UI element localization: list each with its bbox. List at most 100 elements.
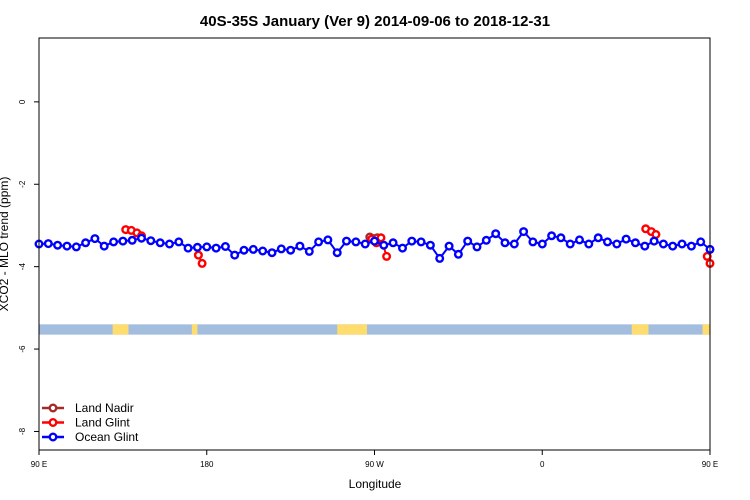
legend-item: Ocean Glint bbox=[42, 430, 139, 444]
y-axis-label: XCO2 - MLO trend (ppm) bbox=[0, 177, 11, 312]
ocean-glint-group bbox=[34, 227, 715, 263]
ocean-glint-point bbox=[99, 241, 109, 251]
ocean-glint-point bbox=[342, 236, 352, 246]
ocean-glint-point bbox=[444, 241, 454, 251]
land-glint-group bbox=[193, 250, 207, 268]
ocean-glint-point bbox=[360, 239, 370, 249]
legend-label: Land Glint bbox=[75, 416, 130, 430]
ocean-glint-point bbox=[90, 234, 100, 244]
ocean-glint-point bbox=[202, 242, 212, 252]
ocean-glint-point bbox=[575, 235, 585, 245]
ocean-glint-point bbox=[416, 237, 426, 247]
ocean-glint-point bbox=[53, 240, 63, 250]
series-layer bbox=[34, 224, 715, 268]
ocean-glint-point bbox=[174, 237, 184, 247]
ocean-glint-point bbox=[472, 242, 482, 252]
y-tick-label: -2 bbox=[18, 180, 27, 188]
ocean-glint-point bbox=[565, 239, 575, 249]
ocean-glint-point bbox=[519, 227, 529, 237]
ocean-glint-point bbox=[109, 237, 119, 247]
ocean-glint-point bbox=[211, 243, 221, 253]
ocean-glint-point bbox=[379, 240, 389, 250]
ocean-glint-point bbox=[696, 237, 706, 247]
ocean-glint-point bbox=[164, 239, 174, 249]
ocean-glint-point bbox=[155, 238, 165, 248]
x-tick-label: 180 bbox=[200, 460, 214, 469]
ocean-glint-point bbox=[668, 241, 678, 251]
land-glint-point bbox=[197, 258, 207, 268]
ocean-glint-point bbox=[239, 245, 249, 255]
ocean-glint-point bbox=[146, 236, 156, 246]
legend-item: Land Nadir bbox=[42, 401, 134, 415]
ocean-glint-point bbox=[398, 243, 408, 253]
ocean-glint-point bbox=[267, 248, 277, 258]
legend-marker bbox=[48, 418, 58, 428]
land-span bbox=[631, 324, 649, 335]
ocean-glint-point bbox=[304, 246, 314, 256]
y-tick-label: -4 bbox=[18, 263, 27, 271]
ocean-glint-point bbox=[584, 239, 594, 249]
ocean-glint-point bbox=[528, 237, 538, 247]
ocean-glint-point bbox=[323, 235, 333, 245]
ocean-glint-point bbox=[556, 233, 566, 243]
ocean-glint-point bbox=[686, 241, 696, 251]
ocean-glint-point bbox=[258, 246, 268, 256]
land-glint-point bbox=[382, 251, 392, 261]
ocean-glint-point bbox=[81, 238, 91, 248]
ocean-glint-point bbox=[425, 240, 435, 250]
ocean-glint-point bbox=[537, 239, 547, 249]
ocean-glint-point bbox=[677, 239, 687, 249]
ocean-glint-point bbox=[71, 242, 81, 252]
ocean-glint-point bbox=[192, 242, 202, 252]
legend-label: Ocean Glint bbox=[75, 430, 139, 444]
legend-marker bbox=[48, 432, 58, 442]
land-span bbox=[702, 324, 710, 335]
ocean-glint-point bbox=[621, 234, 631, 244]
ocean-glint-point bbox=[453, 249, 463, 259]
land-span bbox=[337, 324, 368, 335]
x-tick-label: 90 E bbox=[31, 460, 47, 469]
x-tick-label: 90 W bbox=[365, 460, 384, 469]
ocean-band bbox=[39, 324, 710, 335]
y-tick-label: -6 bbox=[18, 345, 27, 353]
ocean-glint-point bbox=[500, 238, 510, 248]
land-band bbox=[39, 324, 710, 335]
ocean-glint-point bbox=[481, 235, 491, 245]
ocean-glint-point bbox=[248, 244, 258, 254]
ocean-glint-point bbox=[593, 233, 603, 243]
ocean-glint-point bbox=[136, 233, 146, 243]
ocean-glint-point bbox=[127, 235, 137, 245]
ocean-glint-point bbox=[118, 236, 128, 246]
ocean-glint-point bbox=[612, 239, 622, 249]
ocean-glint-point bbox=[509, 239, 519, 249]
ocean-glint-point bbox=[388, 238, 398, 248]
ocean-glint-point bbox=[286, 245, 296, 255]
y-axis: 0 -2 -4 -6 -8 bbox=[18, 99, 39, 435]
ocean-glint-point bbox=[435, 253, 445, 263]
ocean-glint-point bbox=[370, 236, 380, 246]
land-span bbox=[112, 324, 129, 335]
ocean-glint-point bbox=[183, 243, 193, 253]
legend-item: Land Glint bbox=[42, 416, 130, 430]
land-glint-point bbox=[193, 250, 203, 260]
ocean-glint-point bbox=[43, 239, 53, 249]
x-tick-label: 0 bbox=[540, 460, 545, 469]
x-tick-label: 90 E bbox=[702, 460, 718, 469]
land-span bbox=[191, 324, 198, 335]
ocean-glint-point bbox=[62, 241, 72, 251]
ocean-glint-point bbox=[332, 248, 342, 258]
ocean-glint-point bbox=[491, 229, 501, 239]
land-glint-group bbox=[641, 224, 661, 239]
chart-title: 40S-35S January (Ver 9) 2014-09-06 to 20… bbox=[200, 13, 550, 30]
ocean-glint-point bbox=[649, 236, 659, 246]
ocean-glint-point bbox=[463, 236, 473, 246]
ocean-glint-point bbox=[658, 239, 668, 249]
legend-label: Land Nadir bbox=[75, 401, 134, 415]
ocean-glint-point bbox=[640, 241, 650, 251]
ocean-glint-point bbox=[295, 241, 305, 251]
legend-marker bbox=[48, 403, 58, 413]
ocean-glint-point bbox=[314, 237, 324, 247]
